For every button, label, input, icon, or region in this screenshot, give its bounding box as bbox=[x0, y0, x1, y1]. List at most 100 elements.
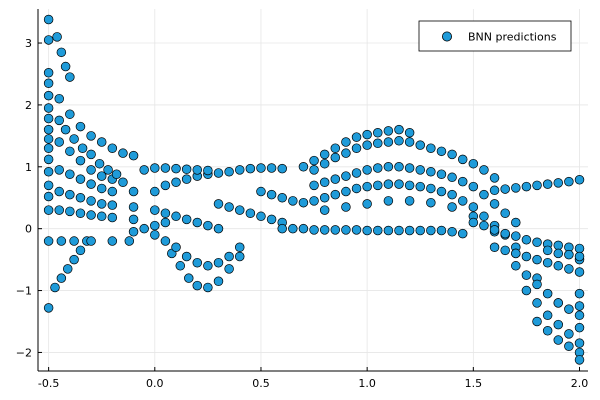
data-point bbox=[564, 264, 574, 274]
data-point bbox=[234, 205, 245, 215]
y-tick-label: 3 bbox=[25, 37, 32, 50]
data-point bbox=[404, 137, 415, 147]
data-point bbox=[65, 72, 75, 82]
data-point bbox=[564, 341, 574, 352]
data-point bbox=[107, 143, 118, 153]
data-point bbox=[86, 179, 96, 189]
data-point bbox=[373, 163, 383, 173]
data-point bbox=[94, 158, 105, 169]
data-point bbox=[256, 186, 266, 197]
data-point bbox=[160, 236, 171, 246]
data-point bbox=[436, 169, 447, 179]
data-point bbox=[65, 169, 75, 179]
data-point bbox=[213, 199, 224, 209]
data-point bbox=[52, 32, 62, 42]
data-point bbox=[341, 186, 351, 197]
data-point bbox=[245, 208, 256, 218]
data-point bbox=[298, 162, 309, 172]
data-point bbox=[362, 165, 372, 175]
data-point bbox=[574, 301, 585, 311]
data-point bbox=[489, 225, 500, 235]
data-point bbox=[309, 155, 319, 166]
data-point bbox=[128, 202, 139, 212]
data-point bbox=[56, 236, 67, 246]
data-point bbox=[383, 162, 394, 172]
data-point bbox=[415, 181, 425, 192]
data-point bbox=[309, 225, 319, 235]
data-point bbox=[341, 171, 351, 181]
data-point bbox=[43, 154, 54, 165]
data-point bbox=[150, 186, 160, 197]
data-point bbox=[542, 326, 553, 336]
data-point bbox=[511, 248, 521, 259]
data-point bbox=[479, 211, 489, 222]
data-point bbox=[96, 199, 107, 209]
data-point bbox=[60, 61, 71, 72]
data-point bbox=[426, 167, 436, 177]
data-point bbox=[43, 14, 54, 25]
data-point bbox=[415, 165, 425, 175]
data-point bbox=[256, 211, 266, 222]
data-point bbox=[181, 251, 192, 262]
data-point bbox=[341, 137, 351, 147]
data-point bbox=[245, 163, 256, 174]
y-tick-label: −1 bbox=[16, 285, 32, 298]
data-point bbox=[330, 225, 341, 235]
data-point bbox=[43, 205, 54, 215]
data-point bbox=[319, 158, 330, 169]
data-point bbox=[373, 225, 383, 236]
data-point bbox=[553, 298, 564, 308]
data-point bbox=[54, 165, 64, 175]
data-point bbox=[43, 103, 54, 113]
data-point bbox=[574, 243, 585, 254]
data-point bbox=[500, 208, 510, 218]
data-point bbox=[150, 163, 160, 173]
data-point bbox=[457, 154, 468, 165]
data-point bbox=[54, 186, 64, 197]
data-point bbox=[341, 225, 351, 235]
x-tick-label: 1.5 bbox=[465, 377, 483, 390]
data-point bbox=[479, 220, 489, 231]
data-point bbox=[203, 261, 213, 271]
data-point bbox=[383, 179, 394, 189]
data-point bbox=[362, 129, 372, 140]
data-point bbox=[107, 186, 118, 197]
data-point bbox=[43, 134, 54, 144]
data-point bbox=[330, 143, 341, 153]
data-point bbox=[309, 180, 319, 191]
data-point bbox=[319, 177, 330, 188]
data-point bbox=[404, 196, 415, 206]
data-point bbox=[288, 223, 298, 234]
data-point bbox=[181, 174, 192, 184]
data-point bbox=[319, 149, 330, 160]
axes bbox=[37, 9, 588, 372]
data-point bbox=[171, 163, 181, 174]
data-point bbox=[447, 172, 457, 183]
data-point bbox=[62, 264, 73, 274]
tick-labels: -0.5 0.0 0.5 1.0 1.5 2.0 −2 −1 0 1 2 3 bbox=[16, 37, 588, 390]
data-point bbox=[75, 192, 86, 203]
data-point bbox=[203, 282, 213, 293]
data-point bbox=[330, 189, 341, 200]
data-point bbox=[213, 168, 224, 178]
data-point bbox=[468, 181, 479, 192]
data-point bbox=[75, 121, 86, 132]
y-tick-label: 0 bbox=[25, 223, 32, 236]
data-point bbox=[65, 146, 75, 157]
data-point bbox=[54, 137, 64, 147]
data-point bbox=[521, 251, 532, 262]
data-point bbox=[96, 211, 107, 222]
data-point bbox=[43, 236, 54, 246]
data-point bbox=[43, 167, 54, 177]
data-point bbox=[43, 191, 54, 202]
data-point bbox=[373, 138, 383, 149]
data-point bbox=[457, 228, 468, 239]
data-point bbox=[564, 304, 574, 314]
data-point bbox=[532, 180, 542, 191]
data-point bbox=[373, 128, 383, 138]
data-point bbox=[277, 163, 287, 174]
data-point bbox=[468, 217, 479, 228]
data-point bbox=[60, 124, 71, 135]
data-point bbox=[426, 143, 436, 153]
